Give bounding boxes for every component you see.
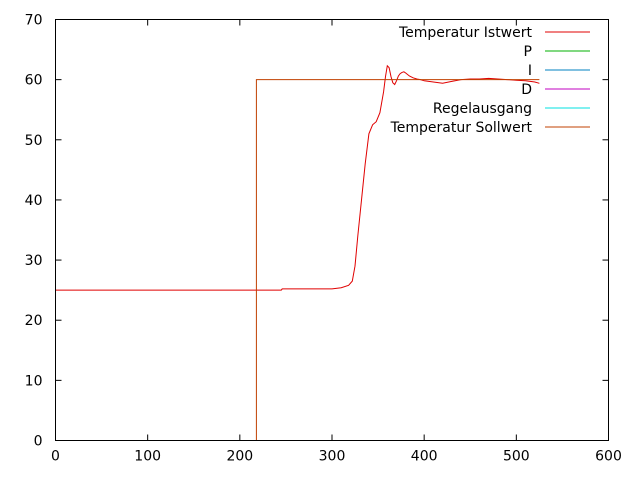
y-tick-label: 10 bbox=[25, 373, 43, 389]
y-tick-label: 0 bbox=[34, 434, 43, 450]
legend-label: Regelausgang bbox=[433, 101, 532, 117]
x-tick-label: 600 bbox=[595, 449, 622, 465]
legend-label: D bbox=[521, 82, 532, 98]
y-tick-label: 60 bbox=[25, 73, 43, 89]
series-layer bbox=[55, 64, 540, 441]
legend: Temperatur Istwert PID Regelausgang Tempera… bbox=[390, 25, 590, 136]
x-tick-label: 0 bbox=[51, 449, 60, 465]
ticks-layer: 0 100 200 300 400 500 600 0 10 20 30 40 50 60 70 bbox=[25, 13, 622, 465]
series-line-temperatur-sollwert bbox=[255, 79, 540, 441]
x-tick-label: 200 bbox=[226, 449, 253, 465]
legend-label: I bbox=[528, 63, 532, 79]
y-tick-label: 20 bbox=[25, 313, 43, 329]
y-tick-label: 40 bbox=[25, 193, 43, 209]
legend-label: Temperatur Sollwert bbox=[390, 120, 533, 136]
y-tick-label: 50 bbox=[25, 133, 43, 149]
legend-label: Temperatur Istwert bbox=[398, 25, 533, 41]
x-tick-label: 500 bbox=[503, 449, 530, 465]
x-tick-label: 100 bbox=[134, 449, 161, 465]
series-line-temperatur-istwert bbox=[55, 64, 540, 291]
y-tick-label: 70 bbox=[25, 13, 43, 29]
y-tick-label: 30 bbox=[25, 253, 43, 269]
x-tick-label: 400 bbox=[411, 449, 438, 465]
legend-label: P bbox=[524, 44, 532, 60]
x-tick-label: 300 bbox=[319, 449, 346, 465]
